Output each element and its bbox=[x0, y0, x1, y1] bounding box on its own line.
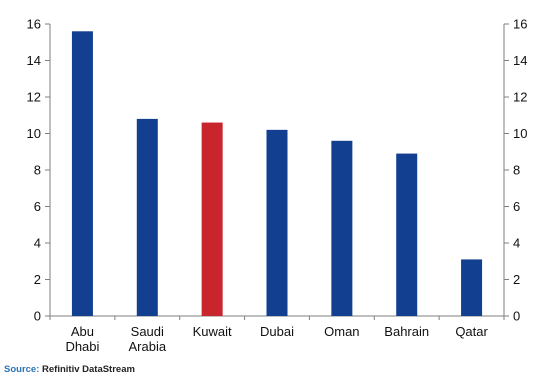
y-tick-label-right: 8 bbox=[513, 163, 520, 178]
x-tick-label-line: Dubai bbox=[260, 324, 294, 339]
y-tick-label-left: 14 bbox=[27, 53, 41, 68]
y-tick-label-right: 2 bbox=[513, 272, 520, 287]
bar bbox=[266, 129, 288, 316]
bar bbox=[71, 31, 93, 317]
y-tick-label-right: 4 bbox=[513, 236, 520, 251]
source-note: Source: Refinitiv DataStream bbox=[4, 364, 135, 375]
y-tick-label-left: 16 bbox=[27, 17, 41, 32]
source-text: Refinitiv DataStream bbox=[42, 364, 135, 375]
y-tick-label-right: 0 bbox=[513, 309, 520, 324]
y-tick-label-left: 2 bbox=[34, 272, 41, 287]
bar bbox=[201, 122, 223, 316]
y-tick-label-left: 6 bbox=[34, 199, 41, 214]
x-tick-label-line: Saudi bbox=[131, 324, 164, 339]
x-tick-label-line: Qatar bbox=[455, 324, 488, 339]
y-tick-label-right: 6 bbox=[513, 199, 520, 214]
x-tick-label: Bahrain bbox=[384, 324, 429, 339]
x-tick-label: Oman bbox=[324, 324, 359, 339]
x-tick-label: Qatar bbox=[455, 324, 488, 339]
x-tick-label-line: Dhabi bbox=[65, 339, 99, 354]
x-tick-label-line: Kuwait bbox=[193, 324, 232, 339]
x-tick-label-line: Oman bbox=[324, 324, 359, 339]
y-tick-label-left: 8 bbox=[34, 163, 41, 178]
y-tick-label-left: 12 bbox=[27, 90, 41, 105]
source-prefix: Source: bbox=[4, 364, 40, 375]
x-tick-label: Kuwait bbox=[193, 324, 232, 339]
x-tick-label-line: Bahrain bbox=[384, 324, 429, 339]
y-tick-label-right: 16 bbox=[513, 17, 527, 32]
x-tick-label: Saudi Arabia bbox=[128, 324, 166, 354]
y-tick-label-right: 10 bbox=[513, 126, 527, 141]
y-tick-label-left: 0 bbox=[34, 309, 41, 324]
x-tick-label-line: Abu bbox=[71, 324, 94, 339]
x-tick-label: Dubai bbox=[260, 324, 294, 339]
y-tick-label-left: 10 bbox=[27, 126, 41, 141]
chart-bars bbox=[71, 31, 483, 317]
y-tick-label-left: 4 bbox=[34, 236, 41, 251]
bar bbox=[461, 259, 483, 316]
bar bbox=[136, 118, 158, 317]
bar bbox=[331, 140, 353, 316]
y-tick-label-right: 12 bbox=[513, 90, 527, 105]
bar bbox=[396, 153, 418, 316]
y-tick-label-right: 14 bbox=[513, 53, 527, 68]
x-tick-label: Abu Dhabi bbox=[65, 324, 99, 354]
x-tick-label-line: Arabia bbox=[128, 339, 166, 354]
